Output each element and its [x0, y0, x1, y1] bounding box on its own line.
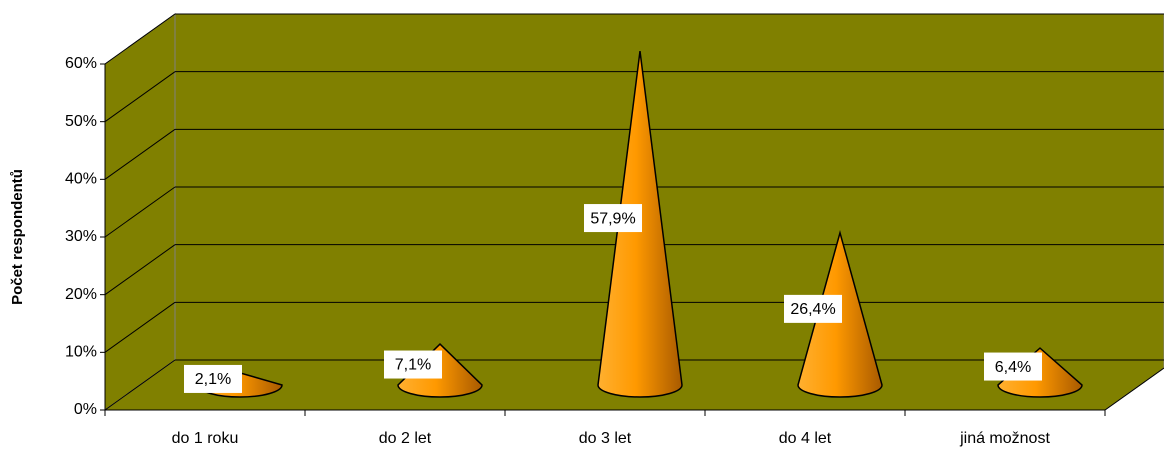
x-tick-label: do 1 roku — [172, 430, 239, 447]
data-label-text: 57,9% — [590, 210, 635, 227]
data-label: 7,1% — [384, 350, 442, 379]
grid-line — [104, 13, 176, 65]
floor-edge — [1104, 367, 1164, 411]
y-tick-label: 40% — [65, 171, 97, 188]
data-label-text: 26,4% — [790, 301, 835, 318]
grid-line — [104, 186, 176, 238]
data-label: 6,4% — [984, 352, 1042, 381]
grid-line — [104, 128, 176, 180]
data-label-box — [984, 352, 1042, 381]
data-label: 26,4% — [784, 294, 842, 323]
grid-line — [104, 244, 176, 296]
x-tick-label: do 2 let — [379, 430, 432, 447]
y-tick-label: 0% — [74, 401, 97, 418]
y-tick-label: 10% — [65, 344, 97, 361]
data-label-box — [584, 204, 642, 233]
y-tick-label: 30% — [65, 228, 97, 245]
marks: 2,1% 7,1% 57,9% 26,4% 6,4% — [184, 51, 1083, 398]
y-axis-label: Počet respondentů — [9, 169, 26, 305]
x-tick-label: do 3 let — [579, 430, 632, 447]
data-label-box — [384, 350, 442, 379]
data-label-box — [184, 364, 242, 393]
grid-line — [104, 359, 176, 411]
data-label-text: 2,1% — [195, 371, 231, 388]
data-label-text: 6,4% — [995, 359, 1031, 376]
grid-line — [104, 301, 176, 353]
data-label: 57,9% — [584, 204, 642, 233]
y-tick-label: 60% — [65, 55, 97, 72]
y-tick-label: 20% — [65, 286, 97, 303]
x-tick-label: jiná možnost — [959, 430, 1050, 447]
y-tick-label: 50% — [65, 113, 97, 130]
grid-line — [104, 71, 176, 123]
x-tick-label: do 4 let — [779, 430, 832, 447]
data-label-box — [784, 294, 842, 323]
data-label-text: 7,1% — [395, 357, 431, 374]
data-label: 2,1% — [184, 364, 242, 393]
